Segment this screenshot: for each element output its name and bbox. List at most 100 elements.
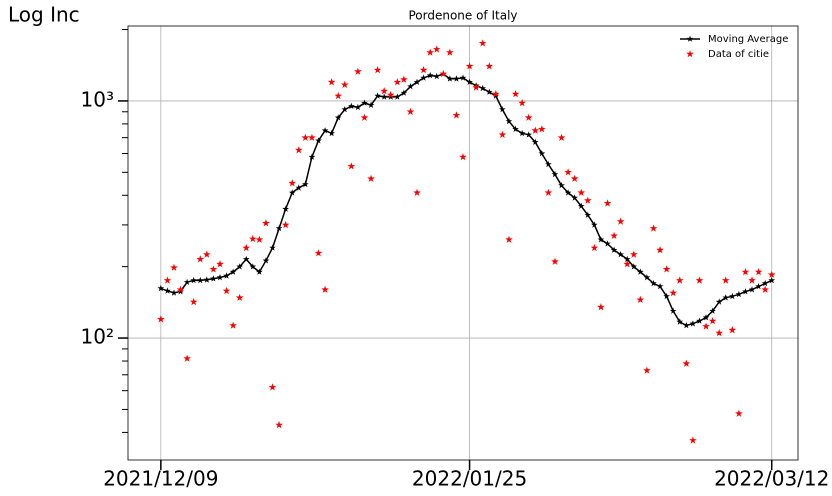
point	[301, 133, 310, 141]
line-marker	[295, 184, 303, 191]
point	[564, 168, 572, 176]
line-marker	[591, 221, 598, 228]
plot-frame	[127, 25, 799, 461]
line-marker	[623, 255, 631, 263]
point	[485, 62, 494, 70]
point	[643, 366, 651, 374]
line-marker	[394, 93, 401, 100]
line-marker	[735, 290, 743, 298]
point	[577, 188, 585, 196]
point	[597, 303, 605, 311]
line-marker	[242, 255, 250, 263]
point	[505, 235, 513, 243]
line-marker	[584, 211, 592, 218]
point	[735, 409, 743, 417]
point	[235, 293, 244, 301]
point	[452, 111, 461, 119]
point	[393, 78, 402, 86]
line-marker	[637, 268, 644, 275]
line-marker	[722, 294, 730, 301]
point	[373, 66, 382, 74]
line-marker	[413, 78, 421, 85]
line-marker	[525, 131, 532, 138]
line-marker	[643, 274, 651, 281]
point	[623, 260, 631, 268]
line-marker	[564, 189, 572, 196]
line-marker	[210, 275, 217, 282]
point	[157, 315, 165, 323]
point	[295, 146, 303, 154]
line-marker	[538, 150, 546, 157]
point	[426, 48, 434, 56]
x-tick-label: 2022/03/12	[714, 467, 829, 491]
line-marker	[531, 138, 539, 145]
point	[413, 188, 421, 196]
line-marker	[669, 307, 677, 314]
point	[715, 329, 723, 337]
point	[492, 90, 500, 98]
point	[327, 78, 336, 86]
line-marker	[183, 278, 191, 285]
line-marker	[367, 101, 375, 108]
point	[432, 45, 441, 53]
legend-label: Moving Average	[708, 34, 788, 45]
line-marker	[485, 88, 493, 95]
line-marker	[229, 268, 237, 275]
line-marker	[177, 288, 184, 295]
point	[695, 276, 704, 284]
point	[689, 436, 697, 444]
x-tick-label: 2021/12/09	[103, 467, 218, 491]
line-marker	[577, 202, 585, 209]
y-tick-label: 10³	[81, 87, 114, 111]
point	[676, 276, 684, 284]
line-marker	[558, 182, 565, 189]
point	[636, 295, 645, 303]
line-marker	[650, 279, 657, 287]
line	[160, 73, 773, 327]
point	[649, 224, 658, 232]
point	[255, 235, 264, 243]
line-marker	[374, 92, 381, 99]
point	[439, 69, 448, 78]
line-marker	[742, 288, 749, 295]
point	[242, 243, 250, 252]
point	[446, 48, 454, 56]
line-marker	[328, 129, 335, 137]
line-marker	[203, 276, 211, 283]
point	[669, 288, 677, 297]
line-marker	[505, 117, 513, 125]
point	[630, 250, 638, 258]
line-marker	[387, 93, 395, 100]
line-marker	[321, 127, 329, 134]
line-marker	[223, 272, 230, 279]
line-marker	[400, 89, 408, 96]
point	[170, 263, 178, 271]
line-marker	[499, 106, 506, 113]
point	[478, 39, 487, 47]
point	[203, 250, 211, 258]
point	[551, 257, 559, 265]
point	[570, 174, 579, 182]
x-tick-label: 2022/01/25	[412, 467, 527, 491]
point	[360, 113, 369, 121]
line-marker	[361, 99, 368, 106]
point	[616, 217, 625, 225]
point	[249, 234, 257, 243]
y-tick-label: 10²	[81, 325, 114, 349]
legend-label: Data of citie	[708, 49, 769, 60]
line-marker	[256, 268, 263, 275]
line-marker	[262, 257, 270, 264]
line-marker	[288, 189, 296, 196]
point	[209, 265, 218, 273]
line-marker	[466, 78, 473, 85]
point	[386, 90, 395, 99]
line-marker	[663, 292, 670, 300]
line-marker	[512, 125, 519, 132]
point	[367, 174, 375, 182]
point	[741, 268, 750, 276]
line-marker	[315, 137, 322, 144]
legend-marker	[686, 50, 694, 58]
point	[538, 125, 546, 133]
